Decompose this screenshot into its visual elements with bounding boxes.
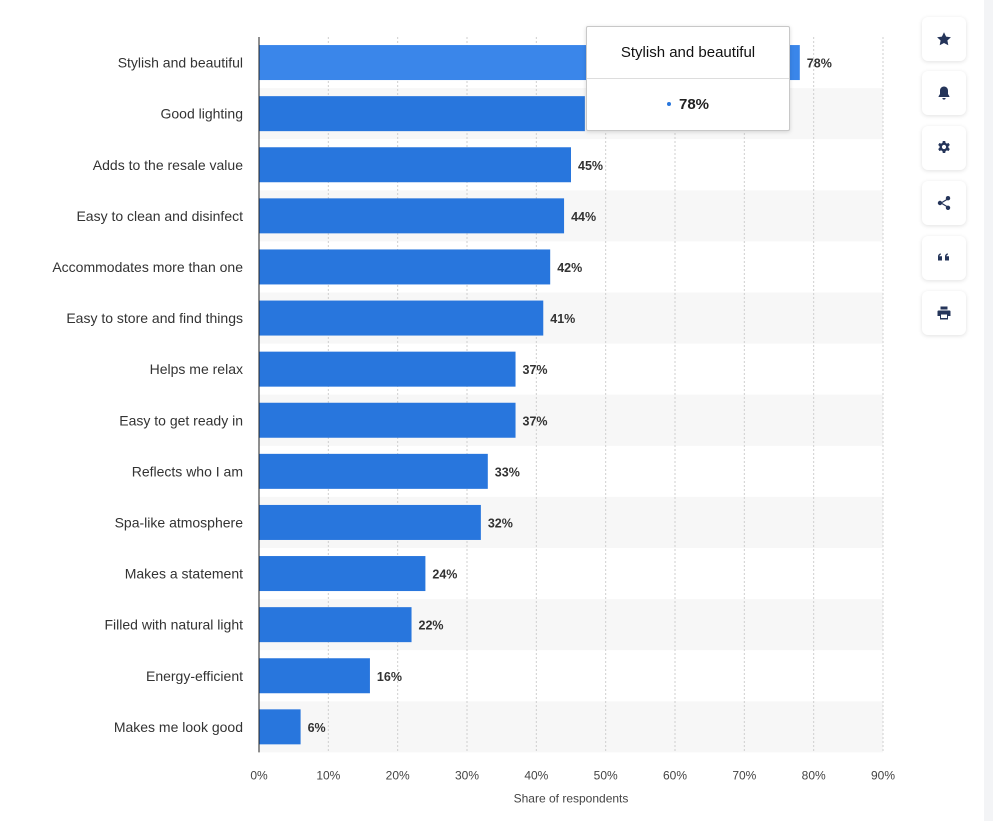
value-label: 24% (432, 568, 457, 582)
share-icon (937, 196, 951, 210)
value-label: 41% (550, 312, 575, 326)
x-tick-label: 90% (871, 768, 895, 782)
x-tick-label: 0% (250, 768, 268, 782)
row-band (259, 701, 883, 753)
x-tick-label: 20% (386, 768, 410, 782)
category-label: Makes a statement (125, 566, 243, 582)
x-tick-label: 80% (802, 768, 826, 782)
print-icon (937, 306, 951, 320)
x-tick-label: 30% (455, 768, 479, 782)
category-label: Easy to store and find things (66, 310, 243, 326)
category-label: Easy to get ready in (119, 412, 243, 428)
value-label: 44% (571, 210, 596, 224)
value-label: 37% (523, 363, 548, 377)
chart-tooltip: Stylish and beautiful 78% (586, 26, 790, 131)
print-button[interactable] (922, 291, 966, 335)
bar (259, 556, 426, 592)
tooltip-title: Stylish and beautiful (587, 27, 789, 79)
bar (259, 300, 544, 336)
quote-icon (938, 253, 949, 261)
category-label: Helps me relax (150, 361, 243, 377)
category-label: Reflects who I am (132, 463, 243, 479)
bar (259, 453, 488, 489)
value-label: 37% (523, 414, 548, 428)
tooltip-value: 78% (678, 95, 710, 113)
value-label: 16% (377, 670, 402, 684)
bar (259, 607, 412, 643)
bar (259, 147, 571, 183)
value-label: 22% (419, 619, 444, 633)
category-label: Stylish and beautiful (118, 55, 243, 71)
x-tick-label: 70% (732, 768, 756, 782)
bar (259, 709, 301, 745)
notification-button[interactable] (922, 71, 966, 115)
category-label: Easy to clean and disinfect (76, 208, 243, 224)
tooltip-row: 78% (587, 79, 789, 129)
x-axis-title: Share of respondents (514, 791, 629, 805)
value-label: 33% (495, 465, 520, 479)
settings-button[interactable] (922, 126, 966, 170)
x-tick-label: 50% (594, 768, 618, 782)
value-label: 32% (488, 516, 513, 530)
series-dot-icon (666, 102, 671, 106)
bar-chart: 0% 10% 20% 30% 40% 50% 60% 70% 80% 90% Stylish and… (52, 37, 895, 805)
bar (259, 504, 481, 540)
share-button[interactable] (922, 181, 966, 225)
bar (259, 96, 585, 132)
x-tick-label: 60% (663, 768, 687, 782)
category-label: Good lighting (160, 106, 243, 122)
category-label: Makes me look good (114, 719, 243, 735)
bar (259, 402, 516, 438)
bar (259, 658, 370, 694)
category-label: Adds to the resale value (93, 157, 243, 173)
bell-icon (938, 86, 950, 100)
favorite-button[interactable] (922, 17, 966, 61)
cite-button[interactable] (922, 236, 966, 280)
value-label: 78% (807, 57, 832, 71)
bar (259, 351, 516, 387)
value-label: 42% (557, 261, 582, 275)
category-label: Spa-like atmosphere (115, 514, 244, 530)
category-label: Energy-efficient (146, 668, 243, 684)
category-label: Accommodates more than one (52, 259, 243, 275)
x-tick-label: 10% (316, 768, 340, 782)
bar (259, 198, 565, 234)
value-label: 6% (308, 721, 326, 735)
bar (259, 249, 551, 285)
x-tick-label: 40% (524, 768, 548, 782)
category-label: Filled with natural light (104, 617, 243, 633)
star-icon (937, 32, 951, 46)
gear-icon (938, 141, 950, 153)
value-label: 45% (578, 159, 603, 173)
